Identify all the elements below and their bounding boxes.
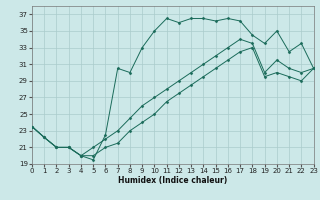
X-axis label: Humidex (Indice chaleur): Humidex (Indice chaleur) xyxy=(118,176,228,185)
